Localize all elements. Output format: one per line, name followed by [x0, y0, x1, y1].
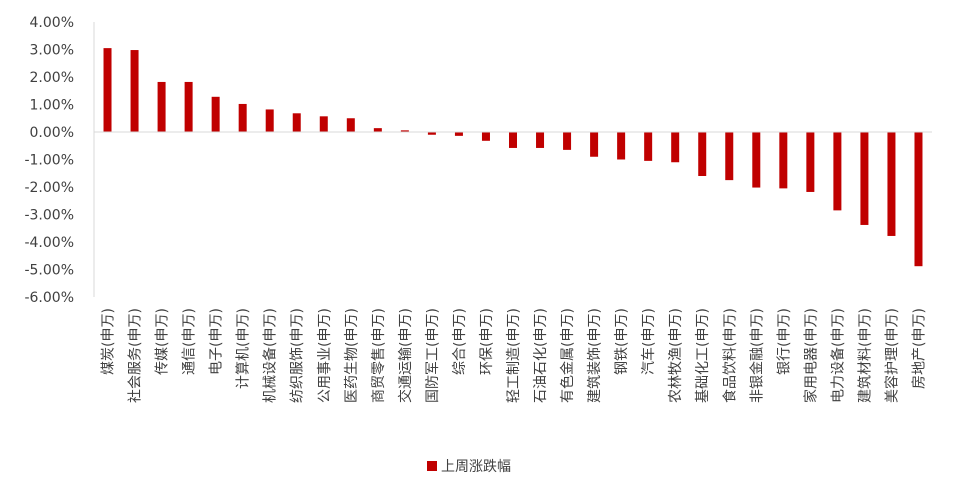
legend-swatch [427, 461, 437, 471]
legend: 上周涨跌幅 [427, 459, 511, 475]
category-label: 美容护理(申万) [883, 308, 900, 403]
category-label: 计算机(申万) [236, 308, 252, 389]
y-tick-label: 2.00% [30, 70, 74, 86]
bar [292, 113, 301, 132]
category-label: 轻工制造(申万) [506, 308, 522, 403]
bar [211, 96, 220, 132]
bar [833, 132, 842, 211]
y-tick-label: 0.00% [30, 125, 74, 141]
category-labels: 煤炭(申万) 社会服务(申万) 传媒(申万) 通信(申万) 电子(申万) 计算机(申万) 机… [101, 308, 928, 403]
category-label: 纺织服饰(申万) [290, 308, 306, 403]
bar [103, 48, 112, 132]
category-label: 环保(申万) [479, 308, 495, 375]
category-label: 石油石化(申万) [533, 308, 549, 403]
bar [454, 132, 463, 136]
category-label: 电子(申万) [209, 308, 225, 375]
y-tick-label: -6.00% [24, 290, 74, 306]
bar [400, 130, 409, 132]
bar [265, 109, 274, 132]
category-label: 国防军工(申万) [425, 308, 441, 403]
bar [698, 132, 707, 176]
category-label: 交通运输(申万) [397, 308, 414, 403]
category-label: 非银金融(申万) [749, 308, 765, 403]
category-label: 家用电器(申万) [802, 308, 819, 403]
category-label: 汽车(申万) [640, 308, 657, 375]
category-label: 农林牧渔(申万) [668, 308, 684, 403]
bars [103, 48, 923, 267]
bar [617, 132, 626, 160]
bar [238, 103, 247, 132]
category-label: 机械设备(申万) [262, 308, 279, 403]
y-tick-label: 4.00% [30, 15, 74, 31]
category-label: 基础化工(申万) [694, 308, 711, 403]
category-label: 钢铁(申万) [614, 308, 630, 375]
bar [427, 132, 436, 135]
legend-label: 上周涨跌幅 [441, 459, 511, 475]
category-label: 电力设备(申万) [829, 308, 846, 403]
bar [752, 132, 761, 188]
y-tick-label: -3.00% [24, 208, 74, 224]
y-tick-label: -4.00% [24, 235, 74, 251]
category-label: 建筑装饰(申万) [587, 308, 603, 403]
bar [860, 132, 869, 225]
category-label: 综合(申万) [452, 308, 468, 375]
bar [319, 116, 328, 132]
category-label: 建筑材料(申万) [857, 308, 873, 403]
bar [509, 132, 517, 148]
bar [130, 50, 139, 132]
bar [644, 132, 653, 161]
category-label: 通信(申万) [182, 308, 198, 375]
bar [725, 132, 734, 181]
bar [563, 132, 572, 150]
bar [671, 132, 680, 163]
bar [373, 128, 382, 132]
bar [779, 132, 788, 189]
bar [481, 132, 490, 141]
y-axis: 4.00% 3.00% 2.00% 1.00% 0.00% -1.00% -2.00% -3.… [24, 15, 74, 306]
category-label: 煤炭(申万) [101, 308, 117, 375]
bar [806, 132, 815, 192]
category-label: 社会服务(申万) [128, 308, 144, 403]
bar [887, 132, 896, 236]
y-tick-label: -1.00% [24, 153, 74, 169]
bar [184, 81, 193, 132]
category-label: 传媒(申万) [155, 308, 171, 375]
category-label: 食品饮料(申万) [721, 308, 738, 403]
category-label: 银行(申万) [776, 308, 792, 375]
bar [536, 132, 545, 148]
bar [914, 132, 923, 267]
y-tick-label: -5.00% [24, 263, 74, 279]
category-label: 房地产(申万) [911, 308, 927, 389]
y-tick-label: 1.00% [30, 98, 74, 114]
category-label: 有色金属(申万) [559, 308, 576, 403]
y-tick-label: 3.00% [30, 43, 74, 59]
bar [157, 81, 166, 132]
y-tick-label: -2.00% [24, 180, 74, 196]
category-label: 医药生物(申万) [344, 308, 360, 403]
category-label: 公用事业(申万) [317, 308, 333, 403]
bar [346, 118, 355, 132]
category-label: 商贸零售(申万) [371, 308, 387, 403]
bar [590, 132, 599, 157]
